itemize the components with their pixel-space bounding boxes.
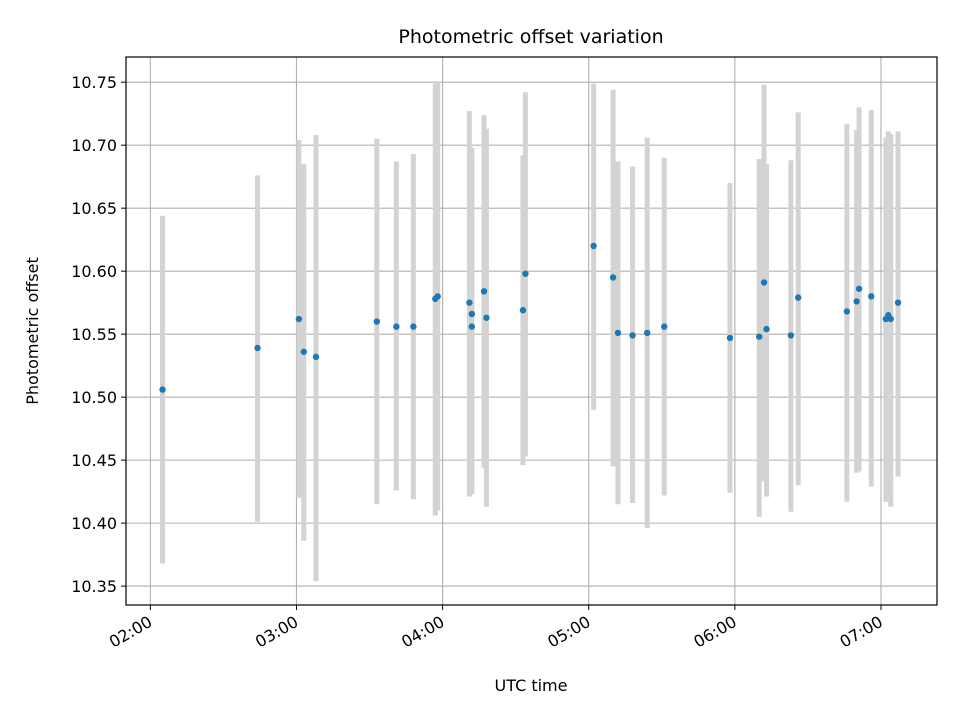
data-point (254, 344, 261, 352)
plot-frame (125, 56, 938, 606)
data-point (393, 323, 400, 330)
y-tick-label: 10.35 (71, 577, 117, 596)
data-point (756, 333, 763, 340)
data-point (868, 293, 875, 300)
data-point (661, 323, 668, 330)
data-point (763, 325, 770, 333)
y-tick-label: 10.40 (71, 514, 117, 533)
data-point (629, 332, 636, 339)
data-point (590, 242, 597, 250)
data-point (760, 279, 768, 286)
data-point (434, 293, 441, 300)
data-point (312, 353, 320, 361)
data-point (159, 386, 166, 393)
data-point (843, 308, 851, 315)
data-point (468, 323, 476, 330)
data-point (373, 318, 381, 325)
data-point (894, 299, 902, 306)
data-markers (159, 242, 902, 393)
chart-title: Photometric offset variation (398, 26, 663, 48)
y-tick-label: 10.75 (71, 73, 117, 92)
data-point (519, 307, 527, 314)
y-tick-label: 10.50 (71, 388, 117, 407)
data-point (787, 332, 795, 339)
y-tick-label: 10.65 (71, 199, 117, 218)
data-point (300, 348, 307, 355)
data-point (643, 329, 651, 337)
y-axis-label: Photometric offset (23, 257, 42, 405)
y-tick-label: 10.60 (71, 262, 117, 281)
data-point (295, 315, 303, 323)
data-point (855, 285, 863, 292)
data-point (522, 270, 529, 277)
data-point (609, 274, 617, 281)
data-point (614, 329, 622, 337)
data-point (480, 288, 488, 295)
data-point (466, 299, 473, 306)
data-point (468, 310, 476, 318)
data-point (887, 315, 894, 323)
y-tick-label: 10.45 (71, 451, 117, 470)
y-axis: 10.35 10.40 10.45 10.50 10.55 10.60 10.65 10.70… (71, 73, 126, 596)
data-point (726, 334, 734, 342)
x-axis-label: UTC time (495, 676, 568, 695)
data-point (410, 323, 417, 330)
data-point (853, 298, 860, 305)
data-point (483, 314, 490, 321)
y-tick-label: 10.55 (71, 325, 117, 344)
y-tick-label: 10.70 (71, 136, 117, 155)
data-point (794, 294, 802, 301)
